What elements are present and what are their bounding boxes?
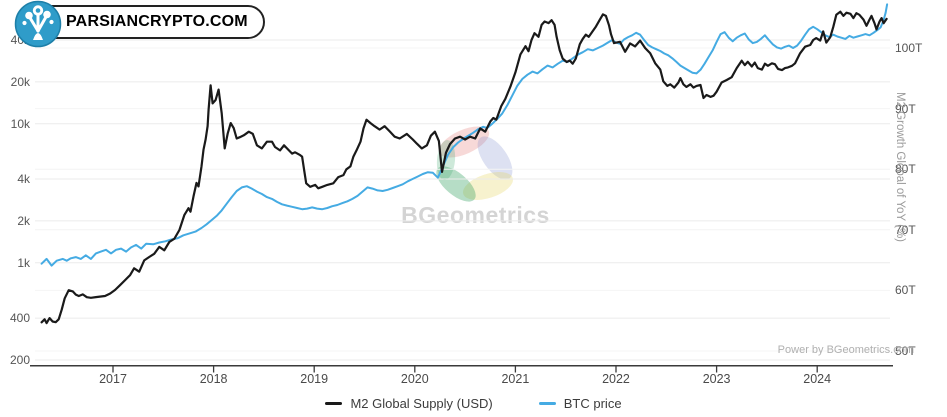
powered-by-note: Power by BGeometrics.com	[777, 344, 914, 356]
legend-item-btc[interactable]: M2 Global Supply (USD)	[325, 396, 493, 411]
x-axis-tick-label: 2020	[400, 372, 429, 386]
legend-label-btc: M2 Global Supply (USD)	[350, 396, 493, 411]
left-axis-tick-label: 1k	[17, 255, 30, 270]
x-axis-tick-label: 2023	[702, 372, 731, 386]
chart-legend: M2 Global Supply (USD) BTC price	[0, 396, 947, 411]
right-axis-tick-label: 60T	[895, 283, 916, 298]
btc-price-line	[40, 10, 888, 325]
site-logo[interactable]: PARSIANCRYPTO.COM	[30, 5, 265, 39]
right-axis-tick-label: 50T	[895, 344, 916, 358]
right-axis-tick-label: 100T	[895, 40, 923, 55]
tree-icon[interactable]	[14, 0, 62, 48]
x-axis-tick-label: 2022	[602, 372, 630, 386]
site-logo-text: PARSIANCRYPTO.COM	[66, 13, 248, 30]
watermark-text: BGeometrics	[401, 202, 550, 228]
left-axis-tick-label: 400	[9, 311, 30, 326]
x-axis-tick-label: 2018	[199, 372, 228, 386]
right-axis-title: M2 Growth Global of YoY (%)	[894, 92, 906, 242]
left-axis-tick-label: 4k	[17, 172, 30, 187]
legend-label-m2: BTC price	[563, 396, 622, 411]
right-axis-tick-label: 80T	[895, 162, 916, 177]
right-axis-tick-label: 70T	[895, 222, 916, 237]
x-axis-tick-label: 2019	[300, 372, 329, 386]
x-axis-tick-label: 2021	[501, 372, 530, 386]
m2-line-swatch	[538, 402, 556, 405]
x-axis-tick-label: 2017	[99, 372, 127, 386]
left-axis-tick-label: 200	[9, 352, 30, 367]
right-axis-tick-label: 90T	[895, 101, 916, 116]
left-axis-tick-label: 2k	[17, 213, 30, 228]
btc-line-swatch	[325, 402, 343, 405]
left-axis-tick-label: 10k	[10, 116, 30, 131]
m2-supply-line	[40, 3, 889, 267]
legend-item-m2[interactable]: BTC price	[538, 396, 622, 411]
left-axis-tick-label: 20k	[10, 74, 30, 89]
x-axis-tick-label: 2024	[803, 372, 832, 386]
